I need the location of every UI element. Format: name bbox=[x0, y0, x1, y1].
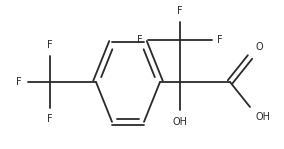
Text: F: F bbox=[177, 6, 183, 16]
Text: F: F bbox=[47, 40, 53, 50]
Text: F: F bbox=[47, 114, 53, 124]
Text: F: F bbox=[137, 35, 143, 45]
Text: O: O bbox=[255, 42, 263, 52]
Text: F: F bbox=[217, 35, 223, 45]
Text: F: F bbox=[16, 77, 22, 87]
Text: OH: OH bbox=[255, 112, 270, 122]
Text: OH: OH bbox=[172, 117, 187, 127]
